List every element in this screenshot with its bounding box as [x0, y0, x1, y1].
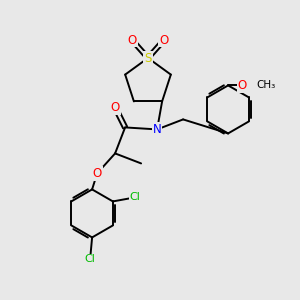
Text: O: O	[159, 34, 169, 46]
Text: O: O	[110, 101, 120, 114]
Text: Cl: Cl	[85, 254, 95, 264]
Text: O: O	[128, 34, 136, 46]
Text: S: S	[144, 52, 152, 64]
Text: O: O	[238, 79, 247, 92]
Text: Cl: Cl	[130, 192, 140, 203]
Text: N: N	[153, 123, 161, 136]
Text: CH₃: CH₃	[256, 80, 275, 90]
Text: O: O	[92, 167, 102, 180]
